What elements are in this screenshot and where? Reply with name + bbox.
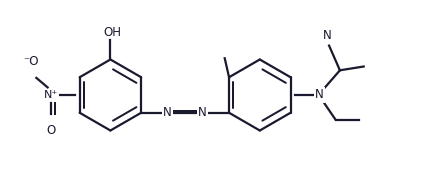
Text: ⁻O: ⁻O bbox=[23, 55, 39, 68]
Text: OH: OH bbox=[103, 26, 122, 39]
Text: N: N bbox=[315, 89, 323, 101]
Text: N⁺: N⁺ bbox=[44, 90, 58, 100]
Text: N: N bbox=[323, 29, 331, 42]
Text: N: N bbox=[198, 106, 207, 119]
Text: O: O bbox=[46, 124, 56, 136]
Text: N: N bbox=[163, 106, 172, 119]
